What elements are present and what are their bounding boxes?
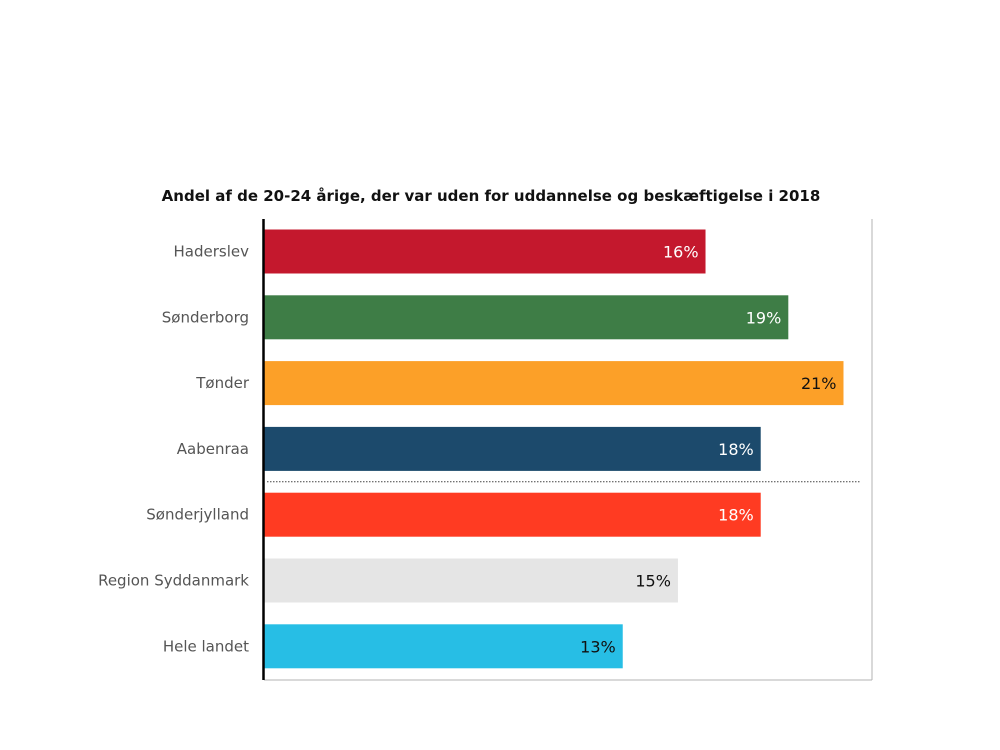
bar bbox=[264, 624, 623, 669]
category-label: Sønderjylland bbox=[146, 506, 249, 524]
bar bbox=[264, 229, 706, 274]
value-label: 13% bbox=[580, 637, 616, 656]
value-label: 18% bbox=[718, 506, 754, 525]
bar bbox=[264, 426, 761, 471]
value-label: 19% bbox=[746, 308, 782, 327]
value-labels: 16% 19% 21% 18% 18% 15% 13% bbox=[580, 243, 836, 657]
category-label: Region Syddanmark bbox=[98, 572, 249, 590]
bar bbox=[264, 361, 844, 406]
value-label: 21% bbox=[801, 374, 837, 393]
value-label: 15% bbox=[635, 572, 671, 591]
chart-title: Andel af de 20-24 årige, der var uden fo… bbox=[162, 187, 821, 205]
category-label: Hele landet bbox=[163, 637, 249, 655]
category-label: Sønderborg bbox=[162, 308, 249, 326]
category-label: Aabenraa bbox=[177, 440, 249, 458]
category-label: Haderslev bbox=[174, 243, 250, 261]
bar bbox=[264, 492, 761, 537]
category-labels: Haderslev Sønderborg Tønder Aabenraa Sønderj… bbox=[98, 243, 250, 656]
bars bbox=[264, 229, 844, 669]
category-label: Tønder bbox=[195, 374, 250, 392]
value-label: 18% bbox=[718, 440, 754, 459]
bar bbox=[264, 295, 789, 340]
bar bbox=[264, 558, 678, 603]
value-label: 16% bbox=[663, 243, 699, 262]
plot-frame bbox=[264, 219, 873, 681]
